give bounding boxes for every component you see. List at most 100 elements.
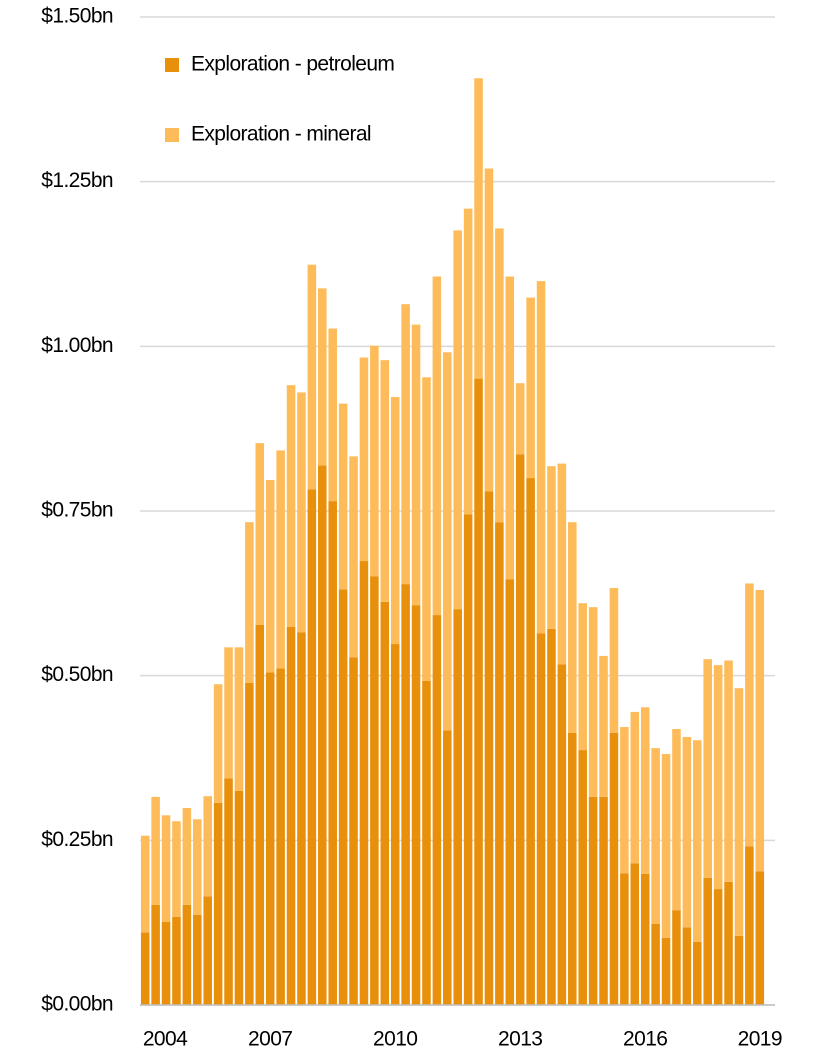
bar-segment <box>245 522 254 683</box>
bar-segment <box>349 657 358 1005</box>
bar-segment <box>338 589 348 1005</box>
y-tick-label: $1.00bn <box>41 334 113 357</box>
bar-segment <box>526 297 535 479</box>
bar-segment <box>495 522 504 1005</box>
bar-segment <box>620 873 629 1005</box>
bar-segment <box>182 904 192 1005</box>
bar-segment <box>203 796 212 897</box>
bar-segment <box>359 561 369 1005</box>
bar-segment <box>172 821 181 917</box>
bar-segment <box>265 672 275 1005</box>
bar-segment <box>390 644 400 1005</box>
bar-segment <box>484 168 494 492</box>
legend-label: Exploration - petroleum <box>191 53 394 76</box>
bar-segment <box>443 352 452 731</box>
bar-segment <box>599 796 608 1005</box>
bar-segment <box>505 276 515 580</box>
y-tick-label: $1.50bn <box>41 5 113 28</box>
bar-segment <box>484 491 494 1005</box>
bar-segment <box>734 688 744 936</box>
bar-segment <box>505 579 515 1005</box>
bar-segment <box>620 727 629 874</box>
bar-segment <box>474 78 483 379</box>
y-tick-label: $0.25bn <box>41 828 113 851</box>
bar-segment <box>724 660 733 882</box>
bar-segment <box>630 863 640 1005</box>
bar-segment <box>453 609 462 1005</box>
bar-segment <box>422 377 431 681</box>
bar-segment <box>588 796 598 1005</box>
x-tick-label: 2019 <box>738 1028 782 1051</box>
bar-segment <box>276 450 285 669</box>
bar-segment <box>359 357 369 562</box>
bar-segment <box>370 345 379 577</box>
legend-label: Exploration - mineral <box>191 123 371 146</box>
bar-segment <box>297 392 306 633</box>
bar-segment <box>390 397 400 645</box>
bar-segment <box>609 732 619 1005</box>
x-tick-label: 2007 <box>248 1028 292 1051</box>
legend-swatch <box>165 128 179 142</box>
bar-segment <box>755 871 765 1005</box>
bar-segment <box>609 588 619 733</box>
bar-segment <box>161 815 171 923</box>
bar-segment <box>161 922 171 1005</box>
bar-segment <box>307 264 317 490</box>
bar-segment <box>693 740 702 942</box>
x-tick-label: 2013 <box>498 1028 542 1051</box>
bar-segment <box>755 590 765 872</box>
bar-segment <box>557 463 567 665</box>
bar-segment <box>213 684 223 803</box>
bar-segment <box>370 576 379 1005</box>
bar-segment <box>286 385 296 627</box>
bar-segment <box>213 802 223 1005</box>
bar-segment <box>578 750 587 1005</box>
bar-segment <box>630 711 640 864</box>
x-tick-label: 2004 <box>143 1028 188 1051</box>
bar-segment <box>151 904 160 1005</box>
bar-segment <box>474 378 483 1005</box>
bar-segment <box>380 360 390 602</box>
bar-segment <box>568 522 577 733</box>
y-tick-label: $0.50bn <box>41 663 113 686</box>
bar-segment <box>745 846 754 1005</box>
y-tick-label: $0.00bn <box>41 993 113 1016</box>
bar-segment <box>401 304 410 585</box>
bar-segment <box>151 796 160 905</box>
bar-segment <box>734 935 744 1005</box>
bar-segment <box>318 465 327 1005</box>
bar-segment <box>328 501 337 1005</box>
bar-segment <box>140 835 150 933</box>
bar-segment <box>599 655 608 797</box>
bar-segment <box>713 889 723 1005</box>
bar-segment <box>432 276 442 616</box>
bar-segment <box>463 514 473 1005</box>
bar-segment <box>401 584 410 1005</box>
bar-segment <box>411 605 421 1005</box>
legend-swatch <box>165 58 179 72</box>
bar-segment <box>703 877 712 1005</box>
bar-segment <box>515 383 525 455</box>
bar-segment <box>453 230 462 610</box>
bar-segment <box>432 615 442 1005</box>
bar-segment <box>318 288 327 466</box>
bar-segment <box>193 914 202 1005</box>
bar-segment <box>661 937 671 1005</box>
bar-segment <box>203 896 212 1005</box>
bar-segment <box>307 489 317 1005</box>
bar-segment <box>463 208 473 515</box>
bar-segment <box>547 628 556 1005</box>
bar-segment <box>640 873 650 1005</box>
bar-segment <box>693 941 702 1005</box>
bar-segment <box>703 659 712 878</box>
bar-segment <box>224 647 233 779</box>
bar-segment <box>536 633 546 1005</box>
bar-segment <box>578 603 587 751</box>
bar-segment <box>349 456 358 658</box>
bar-segment <box>380 601 390 1005</box>
bar-segment <box>140 932 150 1005</box>
bar-segment <box>255 624 265 1005</box>
bar-segment <box>682 736 692 928</box>
bar-segment <box>672 729 681 911</box>
bar-segment <box>495 228 504 523</box>
